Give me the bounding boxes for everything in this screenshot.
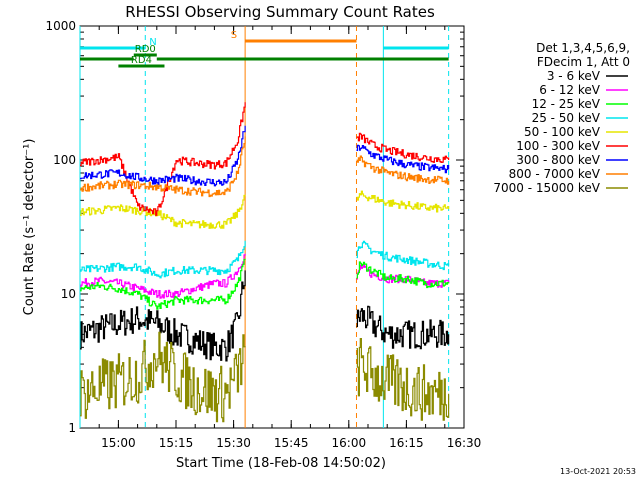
series-trace — [80, 270, 246, 362]
x-tick-label: 15:15 — [159, 436, 194, 450]
legend-header-line: FDecim 1, Att 0 — [537, 55, 630, 69]
series-trace — [356, 305, 450, 350]
state-bar-label: S — [231, 30, 237, 41]
y-tick-label: 1 — [68, 421, 76, 435]
legend-entry-label: 300 - 800 keV — [516, 153, 600, 167]
series-25-50-keV — [80, 240, 450, 279]
state-bar-label: RD0 — [135, 44, 156, 55]
y-tick-label: 100 — [53, 153, 76, 167]
legend-entry-label: 6 - 12 keV — [539, 83, 601, 97]
x-tick-label: 15:45 — [274, 436, 309, 450]
chart-title: RHESSI Observing Summary Count Rates — [125, 3, 435, 21]
legend-entry-label: 100 - 300 keV — [516, 139, 600, 153]
legend-entry-label: 25 - 50 keV — [532, 111, 601, 125]
series-trace — [80, 194, 246, 229]
series-trace — [80, 331, 246, 423]
x-tick-label: 16:30 — [447, 436, 482, 450]
series-3-6-keV — [80, 270, 450, 362]
series-trace — [356, 338, 450, 421]
series-trace — [356, 155, 450, 185]
x-tick-label: 15:30 — [216, 436, 251, 450]
y-tick-label: 1000 — [45, 19, 76, 33]
series-trace — [80, 240, 246, 279]
series-trace — [80, 136, 246, 198]
series-100-300-keV — [80, 102, 450, 216]
series-7000-15000-keV — [80, 331, 450, 423]
series-trace — [356, 132, 450, 163]
legend-entry-label: 7000 - 15000 keV — [493, 181, 600, 195]
y-tick-label: 10 — [61, 287, 76, 301]
series-300-800-keV — [80, 125, 450, 187]
y-axis-label: Count Rate (s⁻¹ detector⁻¹) — [22, 139, 37, 316]
x-tick-label: 16:00 — [332, 436, 367, 450]
legend-entry-label: 50 - 100 keV — [524, 125, 601, 139]
series-trace — [356, 190, 450, 213]
series-trace — [356, 240, 450, 271]
series-50-100-keV — [80, 190, 450, 229]
legend-entry-label: 800 - 7000 keV — [509, 167, 601, 181]
x-axis-label: Start Time (18-Feb-08 14:50:02) — [176, 456, 386, 471]
legend-entry-label: 3 - 6 keV — [547, 69, 601, 83]
series-trace — [80, 102, 246, 216]
x-tick-label: 16:15 — [389, 436, 424, 450]
x-tick-label: 15:00 — [101, 436, 136, 450]
legend: Det 1,3,4,5,6,9,FDecim 1, Att 03 - 6 keV… — [493, 41, 630, 195]
legend-entry-label: 12 - 25 keV — [532, 97, 601, 111]
series-trace — [80, 253, 246, 299]
series-trace — [356, 261, 450, 289]
state-bar-label: RD4 — [131, 55, 152, 66]
series-trace — [80, 258, 246, 310]
state-bar-label: N — [149, 37, 156, 48]
footer-timestamp: 13-Oct-2021 20:53 — [560, 467, 636, 476]
legend-header-line: Det 1,3,4,5,6,9, — [536, 41, 630, 55]
series-trace — [356, 144, 450, 174]
series-trace — [80, 125, 246, 187]
plot-area: 1 10 100 1000 15:00 15:15 15:30 15:45 16:00 16:15… — [45, 19, 481, 450]
series-800-7000-keV — [80, 136, 450, 198]
series-12-25-keV — [80, 258, 450, 310]
